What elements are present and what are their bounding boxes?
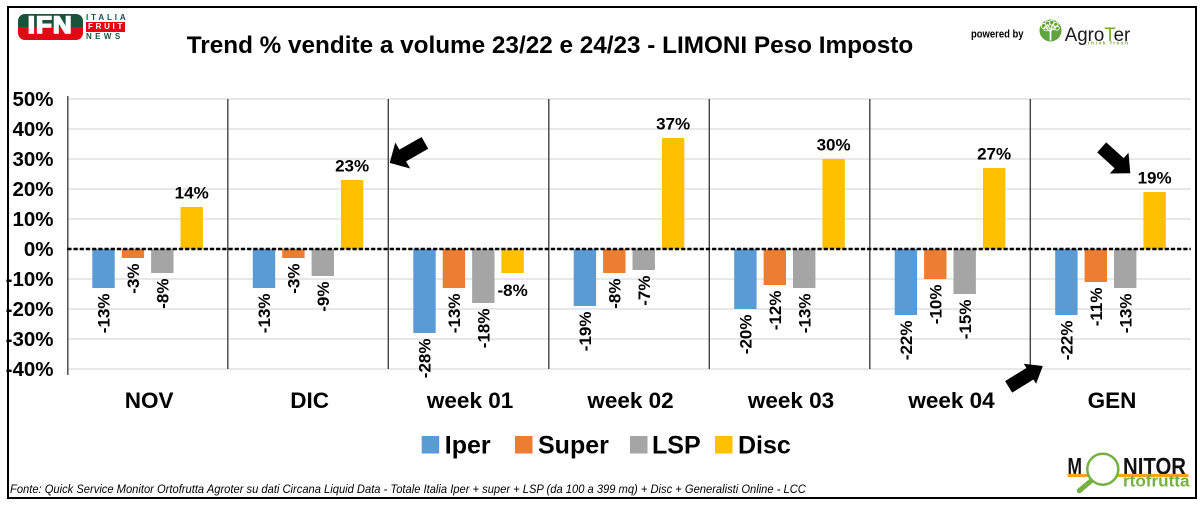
svg-text:-12%: -12% — [766, 291, 785, 331]
svg-text:-40%: -40% — [6, 358, 54, 381]
svg-text:-8%: -8% — [153, 279, 172, 309]
svg-text:27%: 27% — [977, 145, 1011, 164]
svg-text:37%: 37% — [656, 115, 690, 134]
svg-text:GEN: GEN — [1088, 388, 1137, 413]
svg-text:-9%: -9% — [314, 282, 333, 312]
svg-text:-28%: -28% — [416, 339, 435, 379]
svg-text:-30%: -30% — [6, 328, 54, 351]
svg-text:-8%: -8% — [606, 279, 625, 309]
svg-text:-3%: -3% — [285, 264, 304, 294]
svg-text:-22%: -22% — [1058, 321, 1077, 361]
svg-text:LSP: LSP — [652, 432, 701, 460]
svg-text:NOV: NOV — [125, 388, 174, 413]
svg-text:-20%: -20% — [737, 315, 756, 355]
svg-text:-15%: -15% — [956, 300, 975, 340]
svg-text:50%: 50% — [12, 88, 53, 111]
svg-text:-3%: -3% — [124, 264, 143, 294]
svg-text:-10%: -10% — [927, 285, 946, 325]
svg-text:-20%: -20% — [6, 298, 54, 321]
svg-text:-10%: -10% — [6, 268, 54, 291]
svg-text:14%: 14% — [175, 184, 209, 203]
svg-text:0%: 0% — [24, 238, 54, 261]
svg-text:week 03: week 03 — [747, 388, 834, 413]
svg-text:20%: 20% — [12, 178, 53, 201]
svg-text:-18%: -18% — [474, 309, 493, 349]
svg-text:-7%: -7% — [635, 276, 654, 306]
svg-text:AgroTer: AgroTer — [1065, 24, 1131, 46]
svg-text:-8%: -8% — [497, 281, 527, 300]
svg-text:-13%: -13% — [95, 294, 114, 334]
svg-text:23%: 23% — [335, 157, 369, 176]
svg-text:30%: 30% — [12, 148, 53, 171]
svg-text:30%: 30% — [817, 136, 851, 155]
svg-text:-11%: -11% — [1087, 288, 1106, 327]
svg-text:40%: 40% — [12, 118, 53, 141]
svg-text:think fresh: think fresh — [1088, 40, 1130, 46]
svg-text:DIC: DIC — [290, 388, 329, 413]
svg-text:-13%: -13% — [1117, 294, 1136, 334]
svg-text:Disc: Disc — [738, 432, 791, 460]
svg-text:Super: Super — [538, 432, 609, 460]
svg-text:19%: 19% — [1138, 169, 1172, 188]
svg-text:week 04: week 04 — [907, 388, 995, 413]
svg-text:-13%: -13% — [796, 294, 815, 334]
svg-text:week 01: week 01 — [426, 388, 513, 413]
svg-text:-22%: -22% — [897, 321, 916, 361]
svg-text:10%: 10% — [12, 208, 53, 231]
svg-text:M: M — [1068, 454, 1083, 481]
svg-text:-13%: -13% — [445, 294, 464, 334]
svg-text:Iper: Iper — [445, 432, 491, 460]
svg-text:-13%: -13% — [255, 294, 274, 334]
svg-text:powered by: powered by — [971, 28, 1024, 40]
svg-text:rtofrutta: rtofrutta — [1123, 472, 1190, 490]
svg-text:-19%: -19% — [576, 312, 595, 352]
svg-text:week 02: week 02 — [586, 388, 673, 413]
